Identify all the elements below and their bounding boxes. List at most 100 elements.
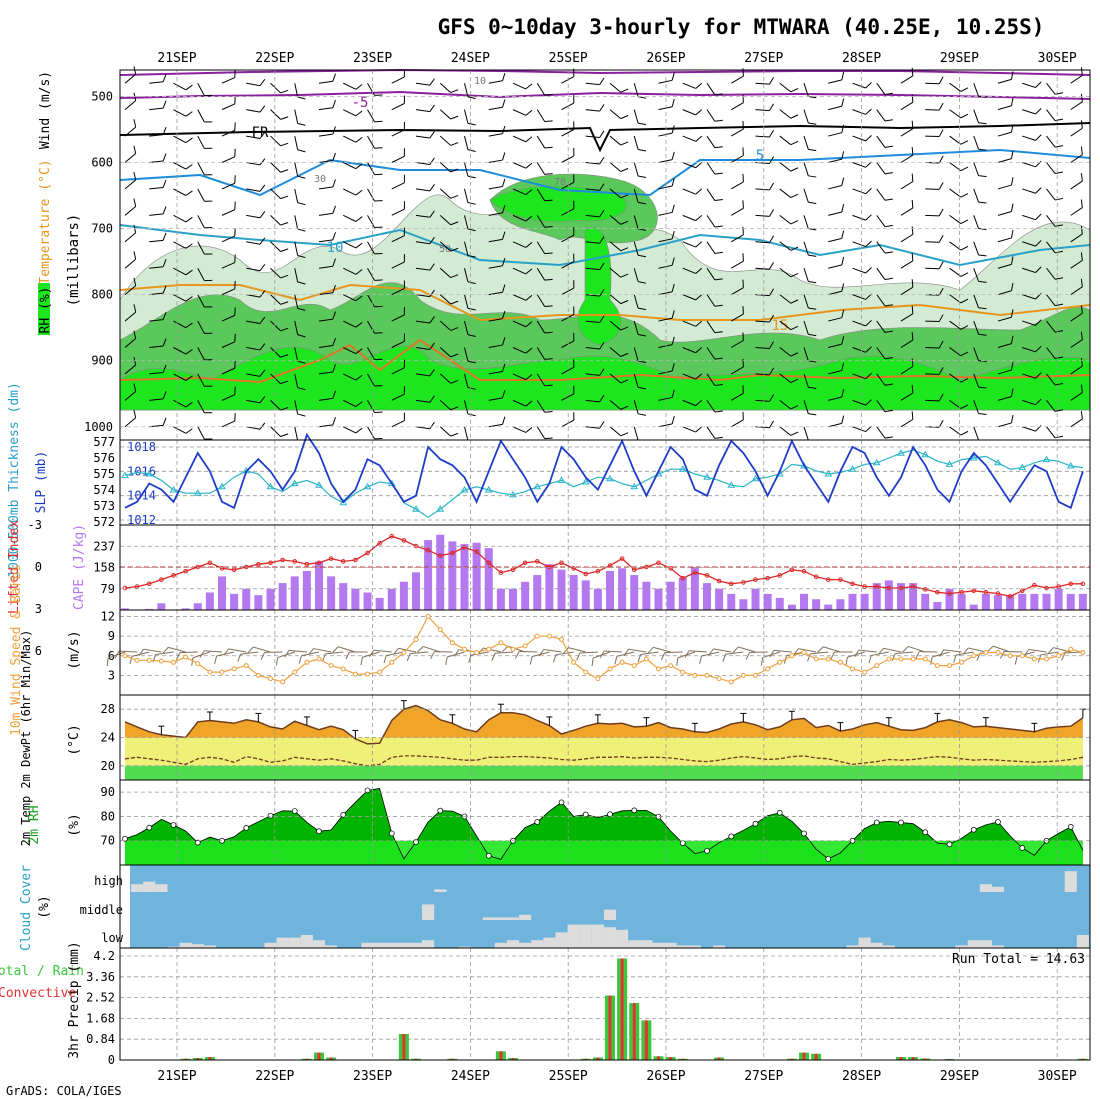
upper-wind-barb-feather bbox=[714, 357, 723, 360]
upper-wind-barb bbox=[779, 135, 792, 146]
wind10m-barb-feather bbox=[162, 647, 169, 654]
upper-wind-barb-feather bbox=[332, 179, 336, 188]
upper-wind-barb bbox=[536, 109, 546, 122]
precip-conv-bar bbox=[1081, 1058, 1085, 1060]
thickness-point bbox=[509, 490, 517, 498]
upper-wind-barb-feather bbox=[978, 386, 987, 389]
upper-wind-barb-feather bbox=[502, 416, 506, 425]
upper-wind-barb-feather bbox=[133, 409, 137, 418]
upper-wind-barb bbox=[852, 347, 866, 353]
wind10m-barb bbox=[579, 651, 598, 654]
cloud-bar-low bbox=[506, 940, 520, 948]
li-point bbox=[753, 577, 758, 582]
upper-wind-barb bbox=[391, 129, 405, 137]
upper-wind-barb bbox=[270, 267, 281, 279]
upper-wind-barb bbox=[149, 319, 164, 322]
upper-wind-barb bbox=[828, 211, 842, 216]
cape-bar bbox=[836, 599, 845, 610]
wind10m-barb-feather bbox=[417, 646, 424, 653]
upper-wind-barb-feather bbox=[429, 421, 435, 430]
thickness-point bbox=[800, 462, 808, 469]
li-point bbox=[668, 566, 673, 571]
upper-wind-barb bbox=[536, 373, 546, 387]
upper-wind-barb-feather bbox=[280, 195, 289, 200]
upper-wind-barb bbox=[997, 343, 1012, 348]
upper-wind-barb bbox=[173, 135, 187, 144]
cape-bar bbox=[787, 604, 796, 610]
wind-speed-point bbox=[1007, 653, 1013, 659]
wind10m-barb bbox=[810, 651, 829, 655]
cape-bar bbox=[897, 583, 905, 610]
upper-wind-barb-feather bbox=[332, 99, 336, 108]
upper-wind-barb-feather bbox=[671, 98, 675, 107]
upper-wind-barb bbox=[997, 422, 1012, 428]
cloud-bar-low bbox=[409, 942, 423, 948]
wind-speed-point bbox=[595, 676, 601, 682]
upper-wind-barb bbox=[852, 294, 866, 300]
temp-tick: 24 bbox=[101, 731, 115, 745]
upper-wind-barb bbox=[730, 207, 744, 216]
upper-wind-barb-feather bbox=[620, 352, 629, 357]
upper-wind-barb-feather bbox=[714, 436, 723, 439]
upper-wind-barb-feather bbox=[911, 67, 914, 76]
upper-wind-barb bbox=[682, 214, 696, 222]
upper-wind-barb bbox=[367, 400, 375, 413]
upper-wind-barb-feather bbox=[841, 389, 845, 398]
upper-wind-barb-feather bbox=[695, 373, 703, 380]
wind10m-barb-feather bbox=[445, 656, 448, 665]
cape-bar bbox=[1030, 593, 1039, 610]
millibars-axis-label: (millibars) bbox=[66, 214, 82, 307]
upper-wind-barb bbox=[512, 135, 526, 143]
upper-wind-barb bbox=[973, 347, 980, 361]
upper-wind-barb-feather bbox=[695, 347, 703, 354]
upper-wind-barb-feather bbox=[297, 228, 306, 232]
upper-wind-barb-feather bbox=[525, 347, 533, 354]
upper-wind-barb bbox=[512, 188, 526, 196]
upper-wind-barb bbox=[294, 400, 299, 415]
upper-wind-barb bbox=[512, 373, 526, 381]
wind-speed-point bbox=[268, 676, 273, 682]
upper-wind-barb-feather bbox=[297, 254, 306, 259]
cape-bar bbox=[205, 592, 214, 610]
upper-wind-barb bbox=[876, 109, 886, 122]
cape-bar bbox=[569, 575, 578, 610]
wind10m-barb-feather bbox=[845, 657, 848, 666]
cape-bar bbox=[678, 577, 687, 610]
upper-wind-barb-feather bbox=[790, 114, 799, 119]
upper-wind-barb-feather bbox=[938, 155, 944, 164]
upper-wind-barb bbox=[730, 260, 744, 269]
upper-wind-barb bbox=[270, 82, 281, 94]
cape-bar bbox=[157, 603, 166, 610]
upper-wind-barb-feather bbox=[769, 235, 775, 244]
thickness-point bbox=[266, 482, 275, 490]
upper-wind-barb bbox=[973, 241, 980, 256]
upper-wind-barb-feather bbox=[259, 263, 266, 271]
upper-wind-barb-feather bbox=[769, 367, 775, 376]
thickness-point bbox=[897, 449, 905, 456]
upper-wind-barb-feather bbox=[185, 216, 193, 223]
upper-wind-barb bbox=[124, 417, 137, 428]
upper-wind-barb bbox=[561, 76, 575, 84]
wind-speed-point bbox=[643, 656, 649, 662]
upper-wind-barb-feather bbox=[620, 88, 629, 93]
upper-wind-barb bbox=[997, 131, 1012, 137]
li-point bbox=[765, 575, 770, 581]
wind-speed-point bbox=[619, 659, 625, 665]
upper-wind-barb-feather bbox=[467, 175, 476, 179]
wind-speed-point bbox=[134, 657, 140, 663]
upper-wind-barb bbox=[828, 132, 842, 137]
rh2m-point bbox=[970, 826, 977, 833]
rh2m-point bbox=[485, 852, 492, 859]
upper-wind-barb-feather bbox=[884, 304, 893, 307]
upper-wind-barb bbox=[197, 320, 205, 334]
upper-wind-barb bbox=[997, 184, 1012, 190]
bottom-date-label: 30SEP bbox=[1038, 1069, 1077, 1084]
upper-wind-barb bbox=[464, 294, 469, 309]
upper-wind-barb-feather bbox=[1010, 71, 1014, 80]
upper-wind-barb-feather bbox=[808, 201, 817, 204]
upper-wind-barb bbox=[779, 214, 792, 225]
upper-wind-barb bbox=[585, 347, 600, 350]
upper-wind-barb bbox=[512, 320, 526, 328]
wind10m-barb-feather bbox=[1047, 647, 1054, 655]
upper-wind-barb bbox=[415, 135, 430, 139]
